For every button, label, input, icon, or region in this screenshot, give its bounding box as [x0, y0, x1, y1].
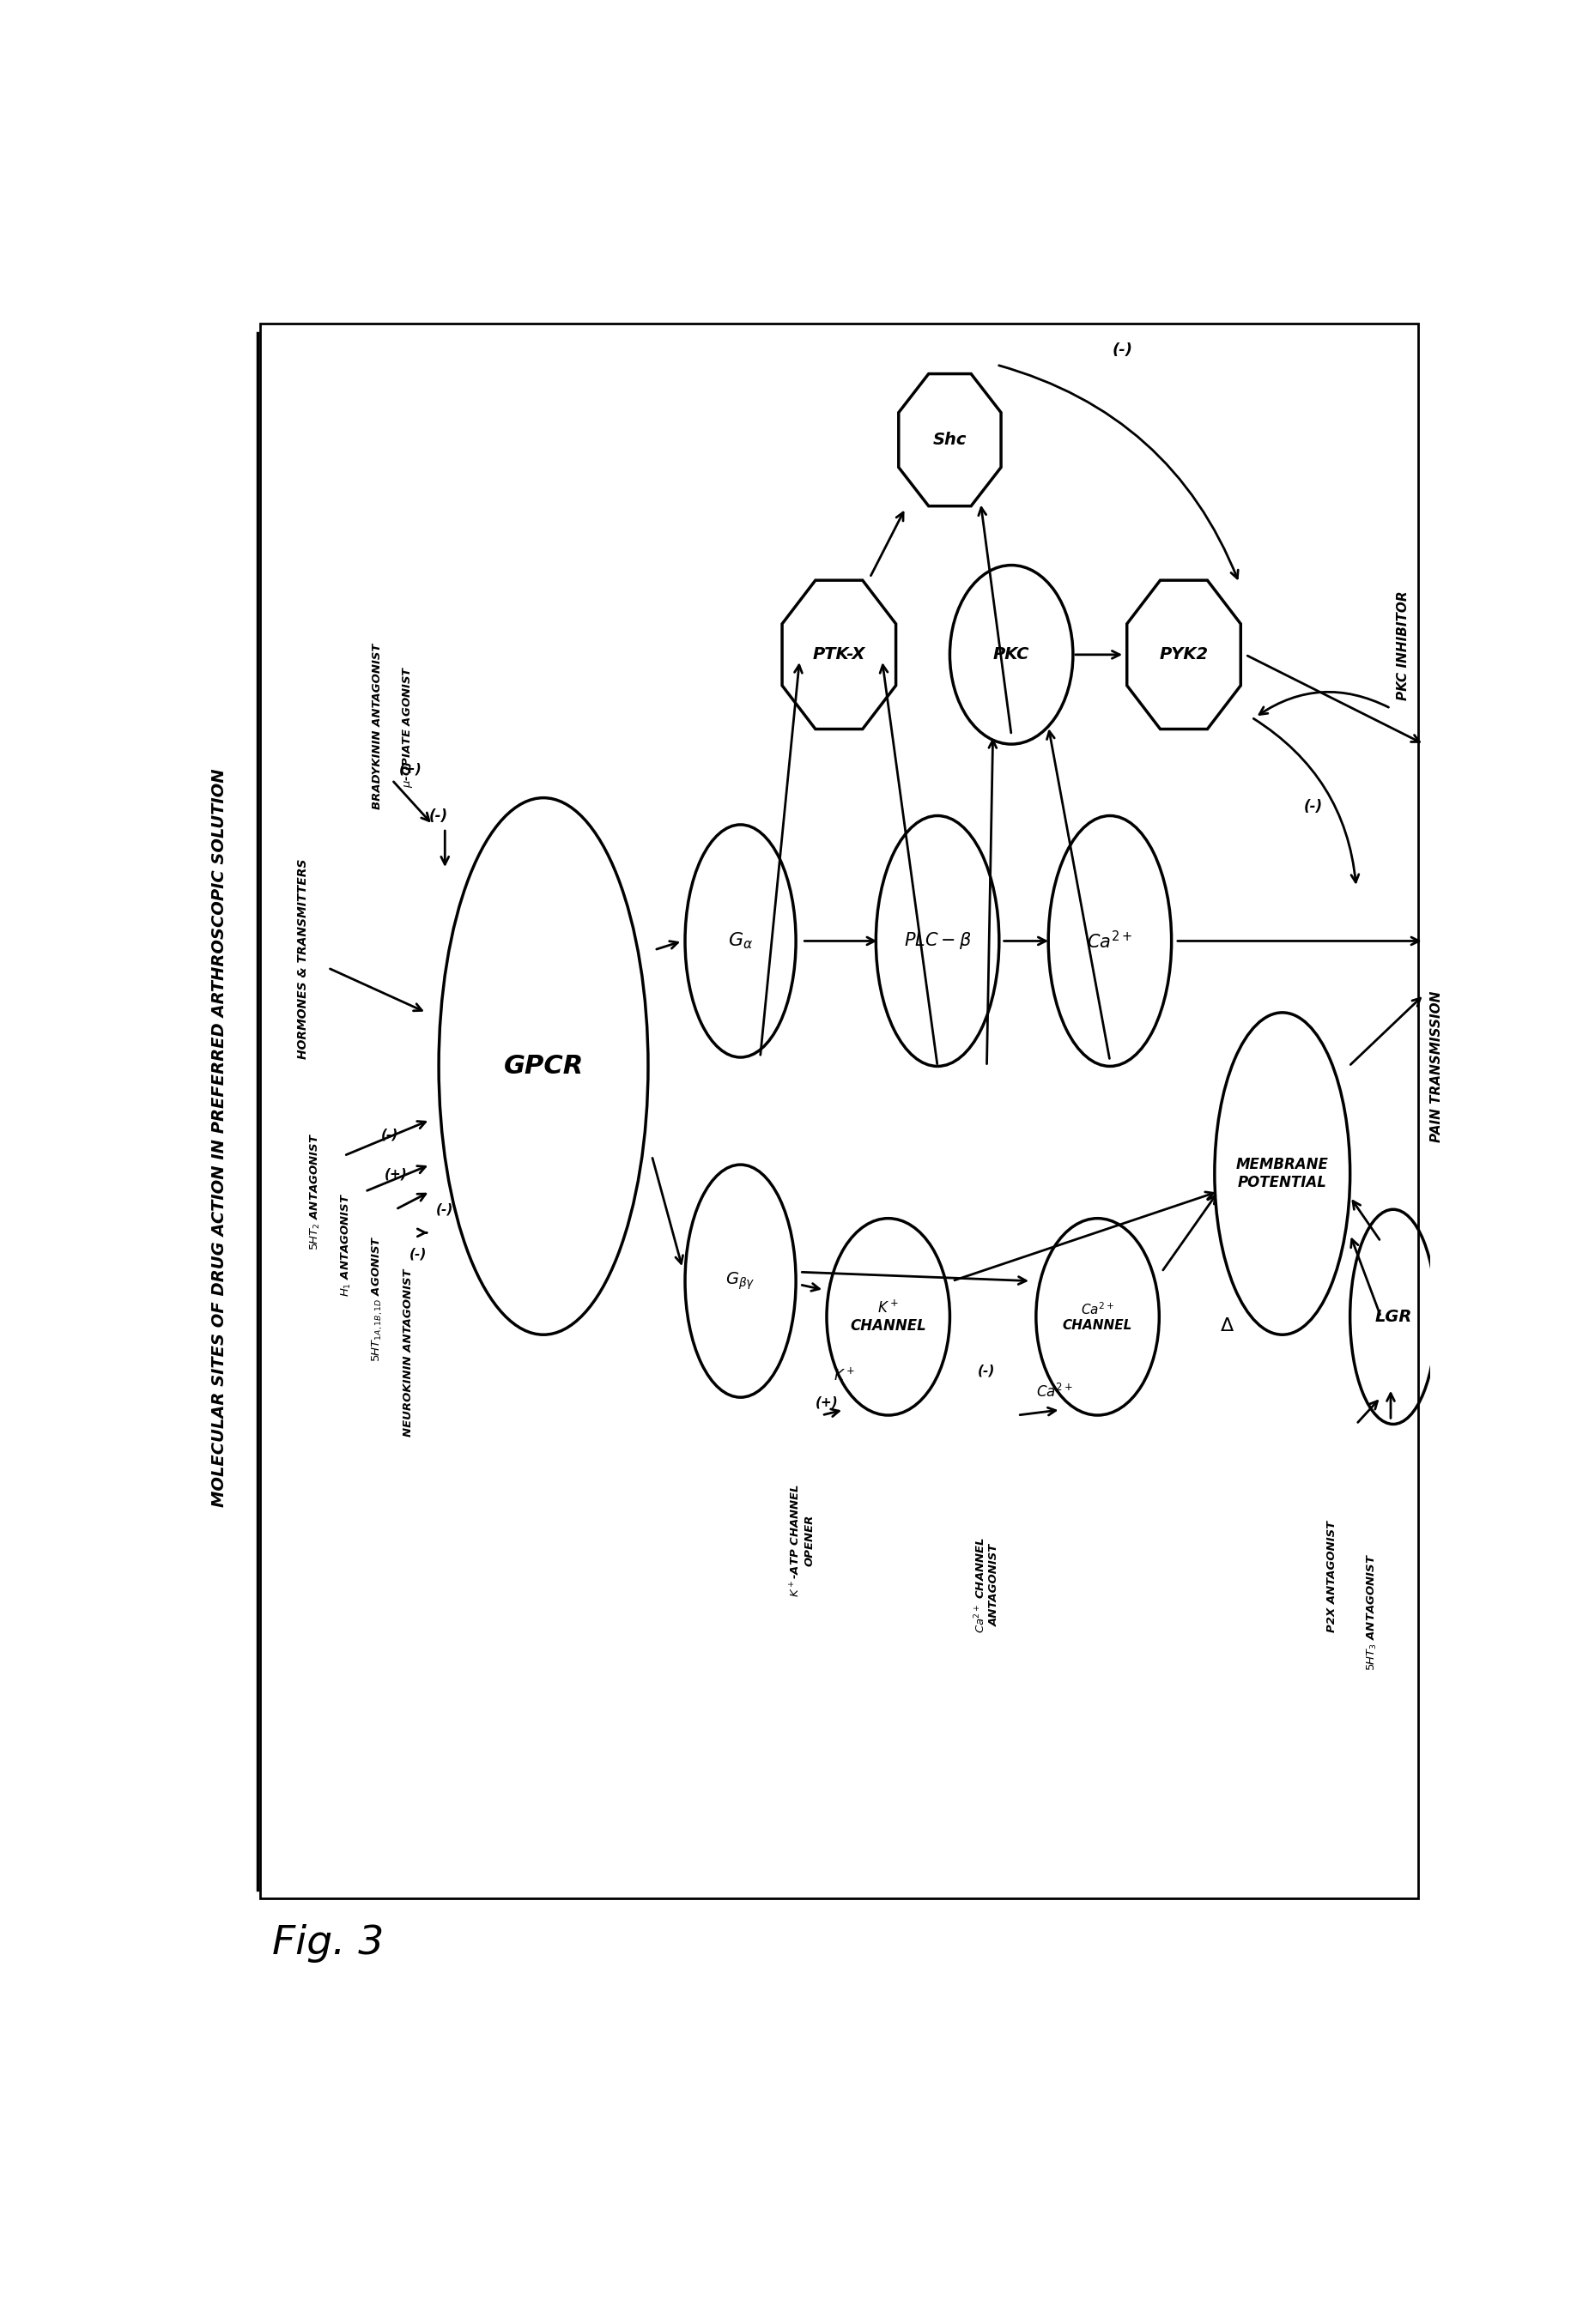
Text: $H_1$ ANTAGONIST: $H_1$ ANTAGONIST — [340, 1192, 353, 1297]
Text: $G_{\alpha}$: $G_{\alpha}$ — [728, 932, 753, 951]
Text: (-): (-) — [1303, 799, 1322, 813]
Text: (+): (+) — [385, 1167, 407, 1181]
Text: PKC: PKC — [993, 646, 1030, 662]
Text: $K^+$
CHANNEL: $K^+$ CHANNEL — [850, 1299, 926, 1334]
Text: $5HT_{1A,1B,1D}$ AGONIST: $5HT_{1A,1B,1D}$ AGONIST — [370, 1236, 385, 1362]
Text: (-): (-) — [408, 1248, 426, 1260]
Text: (-): (-) — [435, 1204, 454, 1215]
Text: GPCR: GPCR — [504, 1053, 583, 1078]
Text: MOLECULAR SITES OF DRUG ACTION IN PREFERRED ARTHROSCOPIC SOLUTION: MOLECULAR SITES OF DRUG ACTION IN PREFER… — [211, 769, 227, 1508]
Text: LGR: LGR — [1374, 1308, 1411, 1325]
Text: Shc: Shc — [933, 432, 966, 449]
Text: BRADYKININ ANTAGONIST: BRADYKININ ANTAGONIST — [372, 644, 383, 809]
Text: PAIN TRANSMISSION: PAIN TRANSMISSION — [1430, 990, 1443, 1141]
Text: $\mu$-OPIATE AGONIST: $\mu$-OPIATE AGONIST — [400, 665, 415, 788]
Bar — [261, 323, 1417, 1899]
Text: PTK-X: PTK-X — [812, 646, 866, 662]
Text: HORMONES & TRANSMITTERS: HORMONES & TRANSMITTERS — [297, 860, 310, 1060]
Text: $Ca^{2+}$: $Ca^{2+}$ — [1036, 1383, 1073, 1401]
Text: $Ca^{2+}$: $Ca^{2+}$ — [1087, 930, 1133, 953]
Text: $5HT_3$ ANTAGONIST: $5HT_3$ ANTAGONIST — [1365, 1552, 1379, 1671]
Text: $K^+$-ATP CHANNEL
OPENER: $K^+$-ATP CHANNEL OPENER — [790, 1483, 815, 1597]
Text: Fig. 3: Fig. 3 — [273, 1924, 385, 1961]
Text: $K^+$: $K^+$ — [833, 1367, 855, 1385]
Text: $5HT_2$ ANTAGONIST: $5HT_2$ ANTAGONIST — [310, 1132, 323, 1250]
Text: (-): (-) — [429, 809, 448, 823]
Text: $PLC-\beta$: $PLC-\beta$ — [904, 930, 971, 951]
Text: $G_{\beta\gamma}$: $G_{\beta\gamma}$ — [726, 1271, 755, 1292]
Text: $Ca^{2+}$ CHANNEL
ANTAGONIST: $Ca^{2+}$ CHANNEL ANTAGONIST — [972, 1536, 1001, 1634]
Text: PYK2: PYK2 — [1160, 646, 1208, 662]
Text: $\Delta$: $\Delta$ — [1220, 1318, 1235, 1334]
Text: (+): (+) — [399, 762, 423, 776]
Text: P2X ANTAGONIST: P2X ANTAGONIST — [1325, 1520, 1338, 1631]
Text: (-): (-) — [381, 1127, 399, 1141]
Text: (-): (-) — [1112, 342, 1133, 358]
Text: NEUROKININ ANTAGONIST: NEUROKININ ANTAGONIST — [402, 1269, 413, 1436]
Text: $Ca^{2+}$
CHANNEL: $Ca^{2+}$ CHANNEL — [1063, 1301, 1133, 1332]
Text: (-): (-) — [977, 1364, 996, 1376]
Text: PKC INHIBITOR: PKC INHIBITOR — [1397, 590, 1409, 700]
Text: (+): (+) — [815, 1397, 837, 1408]
Text: MEMBRANE
POTENTIAL: MEMBRANE POTENTIAL — [1236, 1157, 1328, 1190]
